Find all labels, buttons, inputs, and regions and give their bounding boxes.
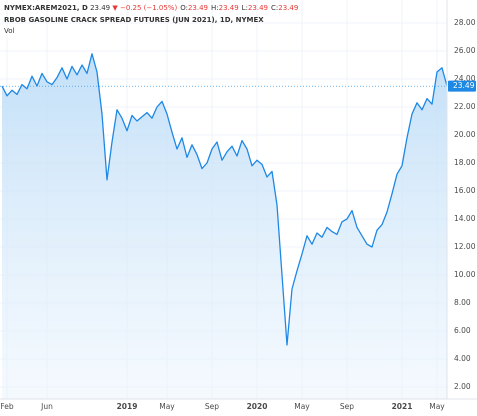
ohlc-key: O: — [180, 4, 188, 12]
ohlc-value: 23.49 — [248, 4, 268, 12]
ohlc-key: L: — [242, 4, 248, 12]
x-tick-label: May — [294, 402, 310, 411]
y-tick-label: 4.00 — [454, 354, 471, 363]
axes: 2.00 4.00 6.00 8.00 10.00 12.00 14.00 16.00 18.0… — [0, 18, 476, 411]
y-tick-label: 28.00 — [454, 18, 476, 27]
price-line — [1, 53, 448, 346]
x-tick-label: Jun — [40, 402, 53, 411]
y-tick-label: 8.00 — [454, 298, 471, 307]
plot — [0, 53, 448, 400]
y-tick-label: 16.00 — [454, 186, 476, 195]
x-tick-label: 2020 — [247, 402, 268, 411]
ohlc-key: C: — [271, 4, 278, 12]
chart-title: RBOB GASOLINE CRACK SPREAD FUTURES (JUN … — [4, 16, 264, 24]
ohlc-key: H: — [211, 4, 219, 12]
y-tick-label: 24.00 — [454, 74, 476, 83]
x-tick-label: May — [429, 402, 445, 411]
x-tick-label: 2019 — [117, 402, 138, 411]
volume-label: Vol — [4, 27, 15, 35]
y-tick-label: 12.00 — [454, 242, 476, 251]
y-tick-label: 26.00 — [454, 46, 476, 55]
x-tick-label: Sep — [340, 402, 354, 411]
last-price-label: 23.49 — [453, 81, 475, 90]
y-tick-label: 2.00 — [454, 382, 471, 391]
ohlc-value: 23.49 — [219, 4, 239, 12]
ohlc: O:23.49 H:23.49 L:23.49 C:23.49 — [180, 4, 298, 12]
area-fill — [2, 53, 447, 400]
symbol-name: NYMEX:AREM2021, D — [4, 4, 88, 12]
symbol: NYMEX:AREM2021, D 23.49 ▼ −0.25 (−1.05%)… — [4, 4, 298, 12]
y-tick-label: 14.00 — [454, 214, 476, 223]
x-tick-label: 2021 — [392, 402, 413, 411]
last-price-box — [448, 80, 476, 92]
change: ▼ −0.25 (−1.05%) — [112, 4, 177, 12]
y-tick-label: 6.00 — [454, 326, 471, 335]
x-tick-label: May — [159, 402, 175, 411]
x-tick-label: Sep — [205, 402, 219, 411]
y-tick-label: 22.00 — [454, 102, 476, 111]
x-tick-label: Feb — [0, 402, 14, 411]
header: NYMEX:AREM2021, D 23.49 ▼ −0.25 (−1.05%)… — [4, 4, 298, 35]
ohlc-value: 23.49 — [188, 4, 208, 12]
y-tick-label: 10.00 — [454, 270, 476, 279]
ohlc-value: 23.49 — [278, 4, 298, 12]
y-tick-label: 20.00 — [454, 130, 476, 139]
last-price: 23.49 — [90, 4, 110, 12]
y-tick-label: 18.00 — [454, 158, 476, 167]
